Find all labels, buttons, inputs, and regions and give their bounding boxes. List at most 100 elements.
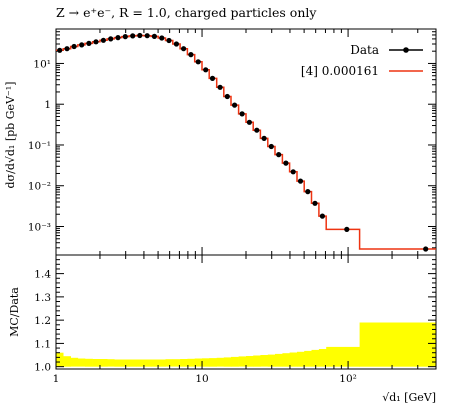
data-point	[423, 246, 429, 252]
data-point	[290, 169, 296, 175]
data-point	[217, 84, 223, 90]
ratio-band-bin	[92, 359, 101, 367]
data-point	[130, 33, 136, 39]
main-x-ticks	[55, 29, 419, 255]
data-point	[115, 35, 121, 41]
ratio-panel: 1.0 1.1 1.2 1.3 1.4 1 10 10² MC/Data √d₁ [GeV]	[8, 254, 437, 404]
ratio-band-bin	[267, 354, 276, 367]
ratio-band-bin	[158, 359, 166, 367]
ratio-band-bin	[172, 359, 181, 367]
ratio-band-bin	[114, 359, 123, 367]
main-panel: 10⁻³ 10⁻² 10⁻¹ 1 10¹ dσ/d√d₁ [pb GeV⁻¹] Data…	[4, 28, 437, 256]
ratio-band-bin	[187, 358, 195, 367]
data-point	[283, 160, 289, 166]
data-point	[297, 178, 304, 184]
data-point	[203, 67, 209, 73]
data-point	[57, 47, 63, 53]
data-point	[137, 32, 143, 39]
ratio-band-bin	[282, 353, 290, 367]
ratio-band-bin	[165, 359, 174, 367]
data-point	[122, 34, 128, 40]
ratio-band-bin	[326, 346, 360, 367]
data-point	[64, 46, 70, 52]
ratio-band-bin	[180, 359, 188, 367]
ratio-band-bin	[304, 350, 312, 367]
ratio-band-bin	[216, 357, 225, 367]
ratio-band-bin	[223, 357, 232, 367]
legend: Data [4] 0.000161	[301, 43, 423, 78]
x-tick-label: 10²	[339, 373, 357, 385]
ratio-x-ticks: 1 10 10²	[53, 255, 419, 385]
legend-data-label: Data	[350, 43, 379, 57]
data-point	[232, 102, 238, 108]
main-y-tick-label: 10⁻¹	[28, 140, 51, 152]
legend-data-marker	[403, 47, 409, 53]
ratio-band-bin	[238, 356, 247, 367]
data-point	[79, 42, 85, 48]
ratio-band-bin	[151, 359, 159, 367]
data-point	[209, 75, 216, 81]
ratio-y-tick-label: 1.2	[34, 315, 51, 327]
ratio-y-tick-label: 1.1	[34, 338, 51, 350]
ratio-band-bin	[143, 359, 152, 367]
main-y-tick-label: 10⁻²	[28, 181, 51, 193]
data-point	[173, 41, 179, 47]
data-point	[195, 59, 201, 65]
main-y-tick-label: 10¹	[33, 58, 51, 70]
ratio-band-bin	[100, 359, 108, 367]
main-y-ticks: 10⁻³ 10⁻² 10⁻¹ 1 10¹	[28, 31, 436, 249]
ratio-band-bin	[297, 351, 305, 367]
ratio-band-bin	[231, 356, 239, 367]
ratio-band-bin	[359, 322, 437, 367]
main-plot-frame	[55, 28, 437, 256]
ratio-band-bin	[246, 356, 254, 367]
x-tick-label: 1	[53, 373, 60, 385]
ratio-band-bin	[121, 359, 130, 367]
ratio-band-bin	[129, 359, 137, 367]
ratio-band-bin	[63, 356, 71, 367]
data-point	[319, 213, 325, 219]
ratio-band-bin	[136, 359, 144, 367]
ratio-band-bin	[253, 355, 261, 367]
main-y-tick-label: 1	[44, 99, 51, 111]
data-point	[159, 35, 165, 41]
ratio-y-tick-label: 1.3	[34, 292, 51, 304]
data-point	[151, 33, 157, 40]
data-point	[261, 135, 267, 141]
data-point	[71, 43, 77, 50]
legend-mc-label: [4] 0.000161	[301, 64, 379, 78]
ratio-band-bin	[107, 359, 115, 367]
ratio-band-bin	[194, 358, 203, 367]
data-point	[224, 93, 230, 100]
main-series	[56, 32, 436, 252]
chart-title: Z → e⁺e⁻, R = 1.0, charged particles onl…	[56, 5, 317, 20]
data-point	[305, 189, 311, 195]
main-y-tick-label: 10⁻³	[28, 222, 51, 234]
data-point	[166, 37, 172, 44]
data-point	[181, 46, 187, 52]
ratio-y-tick-label: 1.0	[34, 362, 51, 374]
data-point	[276, 152, 282, 158]
ratio-band-bin	[260, 355, 269, 367]
data-point	[312, 200, 318, 206]
data-point	[108, 36, 114, 42]
data-point	[239, 111, 245, 117]
data-point	[100, 37, 106, 43]
data-point	[254, 127, 260, 133]
ratio-band-bin	[202, 358, 210, 367]
ratio-band-bin	[318, 349, 327, 367]
data-point	[188, 52, 194, 58]
ratio-band-bin	[311, 349, 320, 367]
ratio-band-bin	[70, 357, 79, 367]
x-tick-label: 10	[195, 373, 208, 385]
data-point	[93, 39, 99, 45]
ratio-band-bin	[209, 358, 217, 367]
data-point	[246, 119, 252, 125]
ratio-band-bin	[56, 352, 64, 367]
x-axis-label: √d₁ [GeV]	[382, 391, 436, 404]
data-point	[86, 40, 92, 47]
ratio-band-bin	[289, 352, 298, 367]
ratio-band-bin	[85, 358, 93, 367]
data-point	[268, 143, 274, 150]
